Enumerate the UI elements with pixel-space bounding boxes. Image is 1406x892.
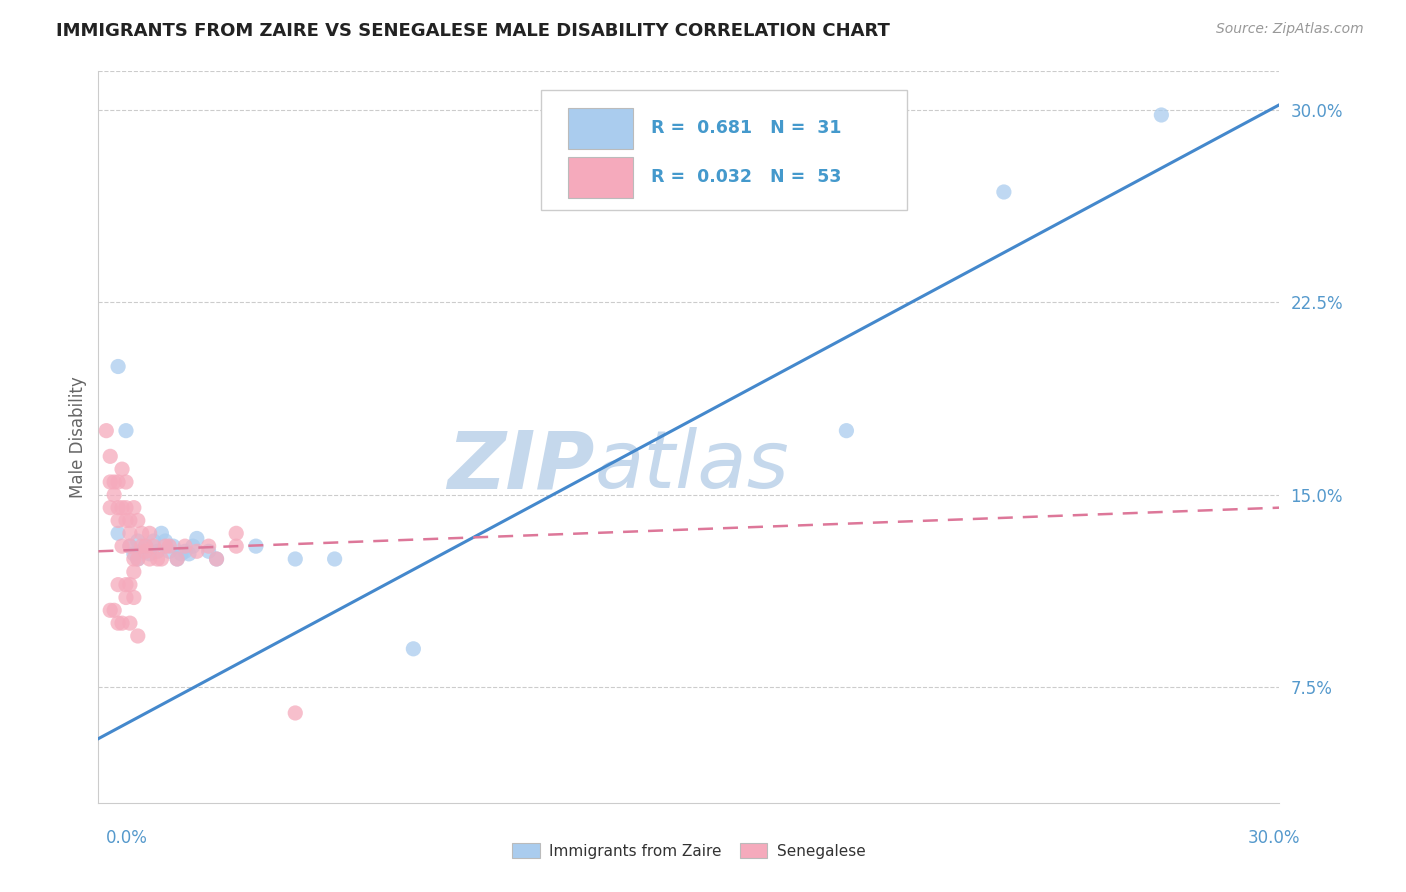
Text: R =  0.032   N =  53: R = 0.032 N = 53 (651, 169, 842, 186)
Point (107, 526, 129, 541)
Point (127, 514, 149, 528)
Point (135, 544, 157, 558)
Point (197, 544, 219, 558)
Point (103, 488, 125, 502)
FancyBboxPatch shape (568, 157, 634, 197)
Point (138, 526, 160, 541)
Point (118, 526, 141, 541)
Point (284, 552, 307, 566)
Point (205, 552, 228, 566)
Point (177, 547, 200, 561)
Point (98, 603, 121, 617)
Point (162, 539, 184, 553)
Point (103, 475, 125, 489)
Point (284, 706, 307, 720)
Point (118, 539, 141, 553)
Point (127, 629, 149, 643)
Point (115, 475, 138, 489)
Point (115, 424, 138, 438)
Point (181, 539, 204, 553)
Point (131, 544, 153, 558)
Point (146, 544, 169, 558)
Point (135, 539, 157, 553)
FancyBboxPatch shape (541, 90, 907, 211)
Point (150, 526, 173, 541)
Point (107, 475, 129, 489)
Point (98, 475, 121, 489)
Point (225, 539, 247, 553)
Point (146, 552, 169, 566)
Point (402, 641, 425, 656)
Point (197, 539, 219, 553)
Point (186, 532, 208, 546)
Point (115, 514, 138, 528)
Point (142, 539, 165, 553)
Point (107, 514, 129, 528)
Text: R =  0.681   N =  31: R = 0.681 N = 31 (651, 120, 842, 137)
Point (138, 547, 160, 561)
Point (111, 616, 134, 631)
Point (131, 526, 153, 541)
Text: IMMIGRANTS FROM ZAIRE VS SENEGALESE MALE DISABILITY CORRELATION CHART: IMMIGRANTS FROM ZAIRE VS SENEGALESE MALE… (56, 22, 890, 40)
Point (157, 539, 180, 553)
Point (118, 539, 141, 553)
Point (115, 591, 138, 605)
Point (98, 450, 121, 464)
Point (174, 539, 197, 553)
Point (131, 539, 153, 553)
Point (107, 500, 129, 515)
Point (115, 500, 138, 515)
Point (174, 544, 197, 558)
Text: 0.0%: 0.0% (105, 829, 148, 847)
Point (155, 539, 177, 553)
Point (96, 424, 118, 438)
Point (225, 526, 247, 541)
Point (127, 552, 149, 566)
Point (835, 424, 858, 438)
Point (135, 539, 157, 553)
Point (155, 534, 177, 549)
Point (138, 552, 160, 566)
Point (111, 539, 134, 553)
Point (157, 544, 180, 558)
Legend: Immigrants from Zaire, Senegalese: Immigrants from Zaire, Senegalese (506, 837, 872, 864)
Point (122, 500, 145, 515)
Point (118, 577, 141, 591)
Point (1150, 108, 1173, 122)
Point (98, 500, 121, 515)
Point (150, 552, 173, 566)
Point (122, 547, 145, 561)
Point (103, 603, 125, 617)
Point (115, 577, 138, 591)
Text: Source: ZipAtlas.com: Source: ZipAtlas.com (1216, 22, 1364, 37)
Y-axis label: Male Disability: Male Disability (69, 376, 87, 498)
FancyBboxPatch shape (568, 108, 634, 149)
Point (127, 534, 149, 549)
Point (245, 539, 267, 553)
Point (166, 552, 188, 566)
Text: ZIP: ZIP (447, 427, 595, 506)
Point (107, 616, 129, 631)
Text: atlas: atlas (595, 427, 789, 506)
Point (142, 534, 165, 549)
Point (205, 552, 228, 566)
Text: 30.0%: 30.0% (1249, 829, 1301, 847)
Point (111, 462, 134, 476)
Point (186, 544, 208, 558)
Point (166, 552, 188, 566)
Point (993, 185, 1015, 199)
Point (122, 565, 145, 579)
Point (170, 547, 193, 561)
Point (107, 359, 129, 374)
Point (118, 616, 141, 631)
Point (127, 552, 149, 566)
Point (122, 591, 145, 605)
Point (111, 500, 134, 515)
Point (118, 514, 141, 528)
Point (122, 552, 145, 566)
Point (107, 577, 129, 591)
Point (323, 552, 346, 566)
